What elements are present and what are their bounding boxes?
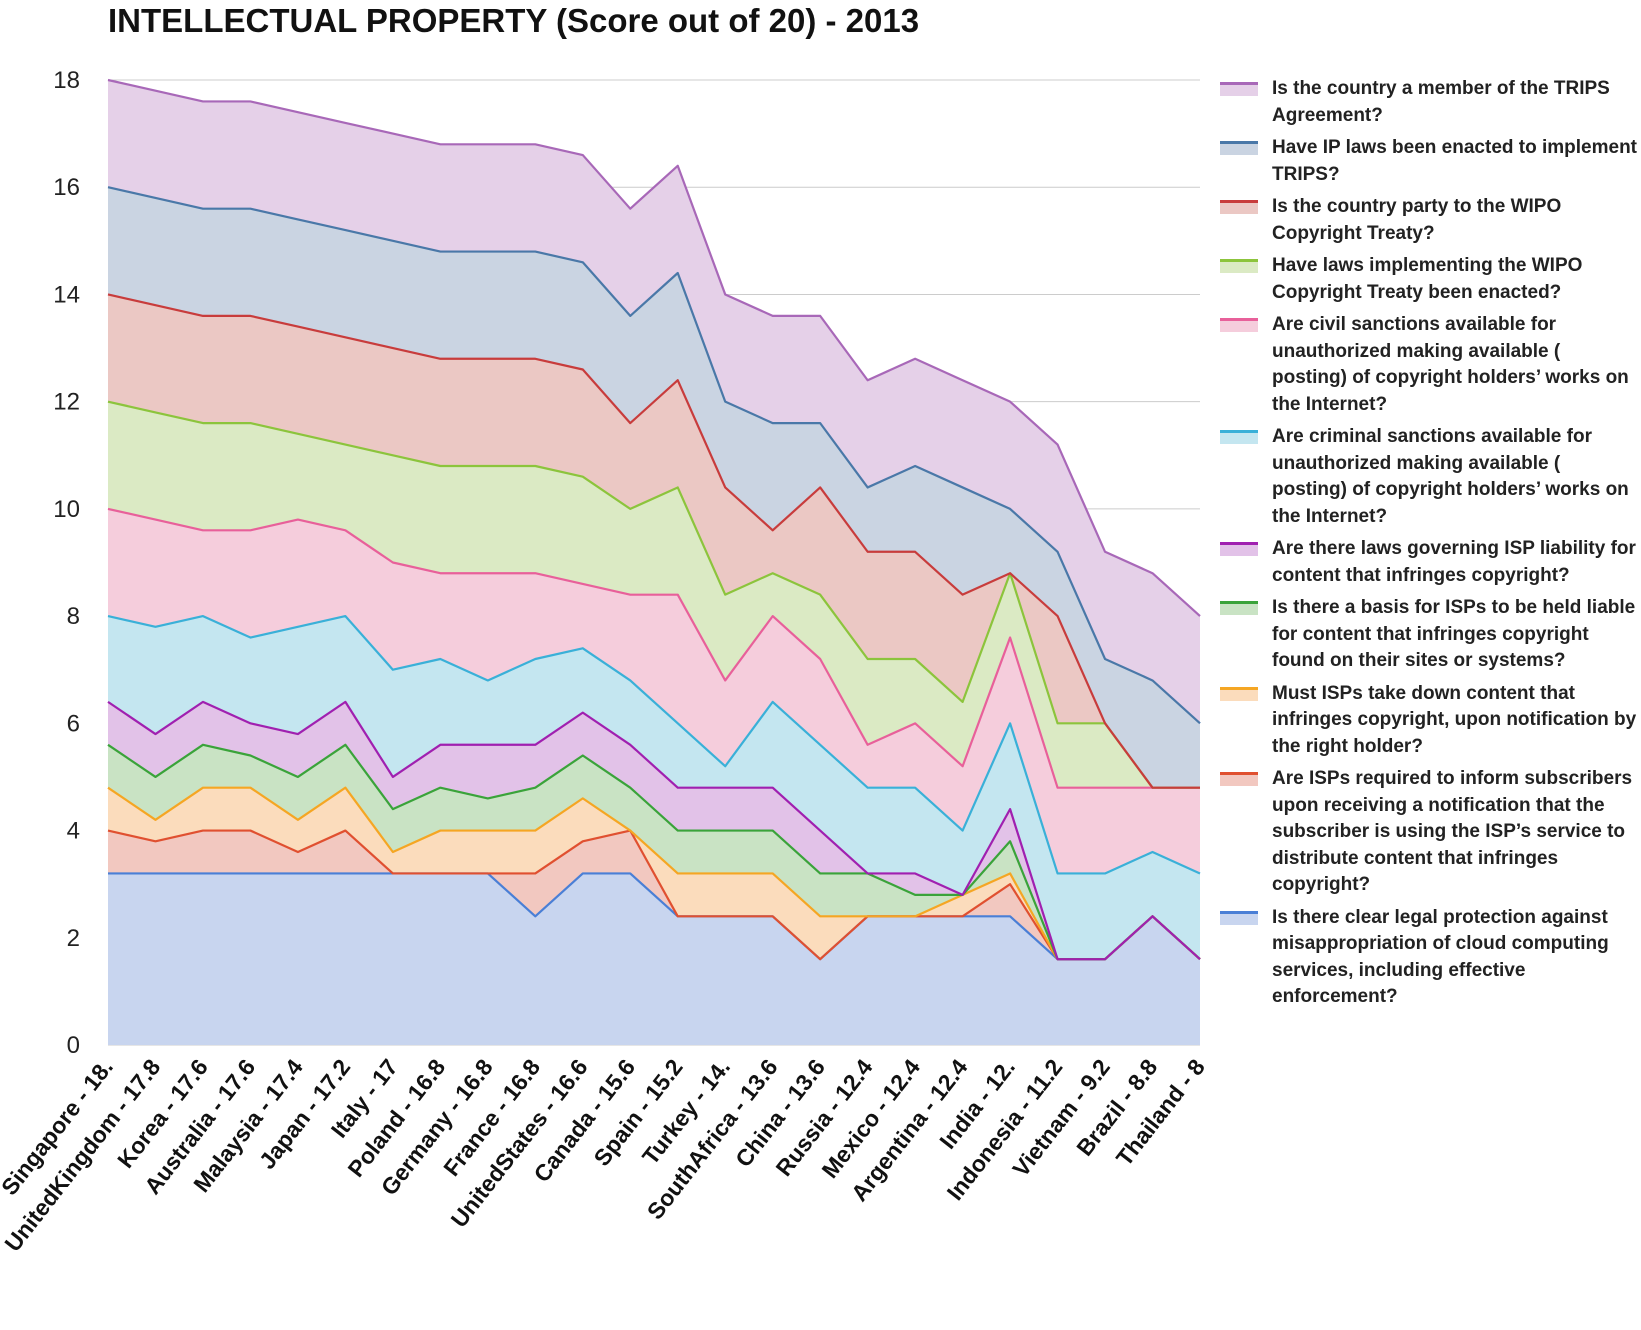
- series-line-3: [107, 786, 1201, 961]
- series-lines: [107, 78, 1201, 961]
- legend-label: Is the country party to the WIPO Copyrig…: [1272, 196, 1562, 244]
- legend-swatch: [1220, 82, 1258, 96]
- legend-swatch: [1220, 772, 1258, 786]
- legend-swatch: [1220, 259, 1258, 273]
- legend-item: Is the country party to the WIPO Copyrig…: [1220, 194, 1640, 247]
- legend-label: Have IP laws been enacted to implement T…: [1272, 137, 1637, 185]
- legend-label: Is there a basis for ISPs to be held lia…: [1272, 597, 1636, 671]
- legend-item: Are ISPs required to inform subscribers …: [1220, 766, 1640, 899]
- legend-swatch: [1220, 200, 1258, 214]
- y-tick-label: 18: [53, 67, 80, 94]
- series-line-11: [107, 78, 1201, 617]
- y-tick-label: 2: [67, 925, 80, 952]
- legend: Is the country a member of the TRIPS Agr…: [1220, 76, 1640, 1017]
- legend-item: Must ISPs take down content that infring…: [1220, 681, 1640, 761]
- series-line-2: [107, 829, 1201, 961]
- series-line-8: [107, 400, 1200, 789]
- legend-item: Are there laws governing ISP liability f…: [1220, 536, 1640, 589]
- legend-swatch: [1220, 318, 1258, 332]
- series-line-10: [107, 186, 1201, 725]
- series-area-9: [108, 294, 1200, 788]
- legend-swatch: [1220, 141, 1258, 155]
- legend-item: Have laws implementing the WIPO Copyrigh…: [1220, 253, 1640, 306]
- series-line-5: [107, 700, 1201, 961]
- series-line-9: [107, 293, 1200, 789]
- legend-label: Is the country a member of the TRIPS Agr…: [1272, 78, 1610, 126]
- legend-swatch: [1220, 910, 1258, 925]
- legend-swatch: [1220, 542, 1258, 556]
- legend-item: Are civil sanctions available for unauth…: [1220, 312, 1640, 418]
- y-tick-label: 14: [53, 281, 80, 308]
- legend-item: Are criminal sanctions available for una…: [1220, 424, 1640, 530]
- y-tick-label: 6: [67, 710, 80, 737]
- y-axis-tick-labels: 0 2 4 6 8 10 12 14 16 18: [53, 67, 80, 1059]
- legend-label: Is there clear legal protection against …: [1272, 906, 1609, 1008]
- legend-label: Must ISPs take down content that infring…: [1272, 682, 1637, 757]
- y-tick-label: 10: [53, 496, 80, 523]
- chart-title: INTELLECTUAL PROPERTY (Score out of 20) …: [108, 2, 920, 39]
- series-line-4: [107, 743, 1201, 961]
- x-axis-category-labels: Singapore - 18.UnitedKingdom - 17.8Korea…: [0, 1054, 1210, 1256]
- legend-label: Are there laws governing ISP liability f…: [1272, 538, 1636, 586]
- y-tick-label: 16: [53, 174, 80, 201]
- legend-swatch: [1220, 430, 1258, 444]
- legend-label: Are criminal sanctions available for una…: [1272, 426, 1629, 527]
- series-area-10: [108, 187, 1200, 788]
- legend-item: Is there a basis for ISPs to be held lia…: [1220, 595, 1640, 675]
- legend-item: Have IP laws been enacted to implement T…: [1220, 135, 1640, 188]
- legend-swatch: [1220, 686, 1258, 701]
- legend-item: Is there clear legal protection against …: [1220, 905, 1640, 1011]
- series-area-7: [108, 508, 1200, 874]
- y-tick-label: 0: [67, 1032, 80, 1059]
- legend-label: Have laws implementing the WIPO Copyrigh…: [1272, 255, 1583, 303]
- legend-item: Is the country a member of the TRIPS Agr…: [1220, 76, 1640, 129]
- series-areas: [108, 80, 1200, 1045]
- y-tick-label: 12: [53, 389, 80, 416]
- y-tick-label: 8: [67, 603, 80, 630]
- series-line-7: [107, 507, 1200, 789]
- series-area-6: [108, 616, 1200, 960]
- series-line-6: [107, 615, 1201, 875]
- series-area-11: [108, 80, 1200, 724]
- y-tick-label: 4: [67, 818, 80, 845]
- legend-label: Are civil sanctions available for unauth…: [1272, 314, 1629, 415]
- series-line-1: [108, 872, 1201, 961]
- legend-swatch: [1220, 601, 1258, 615]
- legend-label: Are ISPs required to inform subscribers …: [1272, 768, 1633, 895]
